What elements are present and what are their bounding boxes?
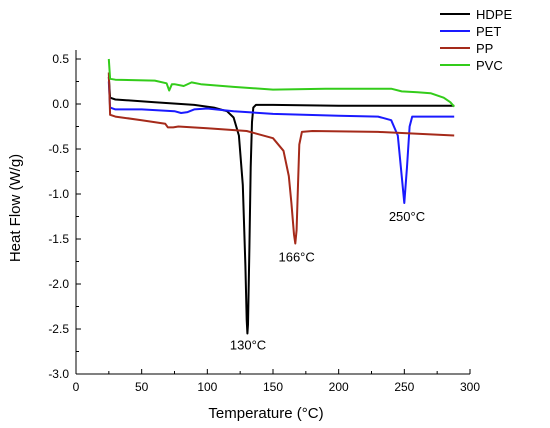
x-ticks: 0 50 100 150 200 250 300 <box>73 369 480 394</box>
x-tick-label: 300 <box>460 380 480 394</box>
y-tick-label: -1.0 <box>48 187 69 201</box>
y-tick-label: -1.5 <box>48 232 69 246</box>
y-ticks: 0.5 0.0 -0.5 -1.0 -1.5 -2.0 -2.5 -3.0 <box>48 52 81 381</box>
y-tick-label: 0.0 <box>52 97 69 111</box>
peak-annotation: 250°C <box>389 209 425 224</box>
y-axis-title: Heat Flow (W/g) <box>7 154 24 262</box>
y-tick-label: 0.5 <box>52 52 69 66</box>
y-tick-label: -2.5 <box>48 322 69 336</box>
plot-lines <box>107 58 455 335</box>
x-tick-label: 200 <box>329 380 349 394</box>
legend-label: PVC <box>476 58 503 73</box>
series-line-pp <box>107 72 455 245</box>
y-tick-label: -2.0 <box>48 277 69 291</box>
legend-label: PP <box>476 41 493 56</box>
x-tick-label: 150 <box>263 380 283 394</box>
series-line-pet <box>107 81 455 204</box>
y-tick-label: -0.5 <box>48 142 69 156</box>
series-line-hdpe <box>107 76 455 335</box>
peak-annotation: 130°C <box>230 338 266 353</box>
peak-annotation: 166°C <box>278 250 314 265</box>
x-tick-label: 50 <box>135 380 149 394</box>
series-line-pvc <box>107 58 455 108</box>
x-tick-label: 250 <box>394 380 414 394</box>
annotations: 130°C 166°C 250°C <box>230 209 425 353</box>
y-tick-label: -3.0 <box>48 367 69 381</box>
legend: HDPE PET PP PVC <box>440 7 512 73</box>
legend-label: PET <box>476 24 501 39</box>
x-tick-label: 100 <box>197 380 217 394</box>
x-axis-title: Temperature (°C) <box>208 405 323 422</box>
x-tick-label: 0 <box>73 380 80 394</box>
legend-label: HDPE <box>476 7 512 22</box>
